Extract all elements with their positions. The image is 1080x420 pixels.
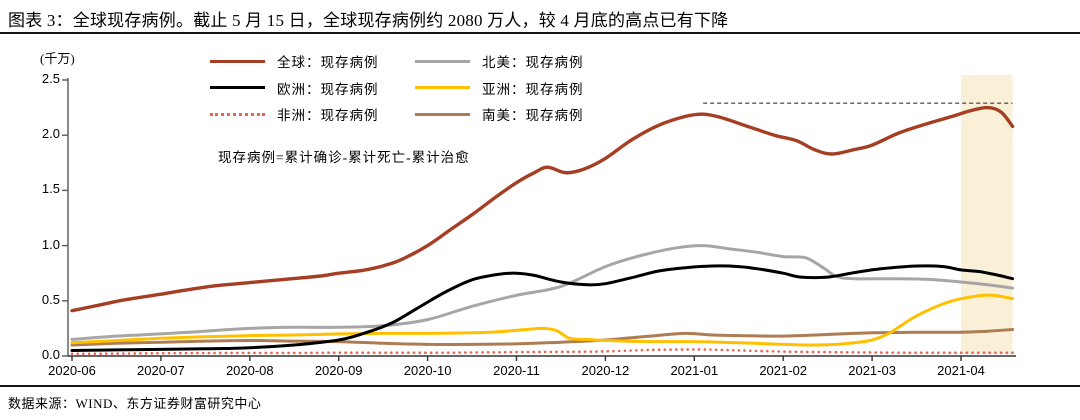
data-source: 数据来源：WIND、东方证券财富研究中心 — [8, 396, 262, 411]
series-line — [70, 348, 1014, 356]
y-tick-label: 1.0 — [41, 236, 60, 252]
chart-annotation: 现存病例=累计确诊-累计死亡-累计治愈 — [218, 150, 470, 165]
legend-label: 欧洲：现存病例 — [277, 81, 379, 97]
x-tick-label: 2020-10 — [403, 363, 452, 378]
y-tick-label: 2.0 — [41, 126, 60, 142]
legend-line-swatch — [415, 86, 470, 89]
footer-divider — [0, 385, 1080, 387]
legend-line-swatch — [415, 112, 470, 116]
legend-line-swatch — [210, 59, 265, 63]
x-tick-label: 2020-09 — [314, 363, 363, 378]
legend-line-swatch — [210, 112, 265, 116]
series-line — [70, 293, 1015, 347]
y-tick-label: 0.5 — [41, 291, 60, 307]
x-tick-label: 2021-04 — [937, 363, 985, 378]
x-tick-label: 2021-02 — [759, 363, 808, 378]
legend-label: 全球：现存病例 — [277, 55, 379, 70]
series-line — [70, 244, 1015, 341]
x-tick-label: 2020-07 — [137, 363, 185, 378]
legend-line-swatch — [415, 59, 470, 63]
legend-label: 北美：现存病例 — [482, 55, 584, 70]
y-tick-label: 2.5 — [41, 71, 60, 86]
legend-item: 南美：现存病例 — [415, 105, 584, 123]
legend-item: 欧洲：现存病例 — [210, 79, 379, 97]
legend-line-swatch — [210, 86, 265, 89]
legend-label: 非洲：现存病例 — [277, 108, 379, 123]
figure-title: 图表 3：全球现存病例。截止 5 月 15 日，全球现存病例约 2080 万人，… — [8, 11, 729, 30]
x-tick-label: 2020-11 — [493, 363, 540, 378]
legend-item: 亚洲：现存病例 — [415, 79, 584, 97]
legend-item: 非洲：现存病例 — [210, 105, 379, 123]
x-tick-label: 2020-06 — [48, 363, 96, 378]
x-tick-label: 2021-01 — [670, 363, 719, 378]
x-tick-label: 2020-12 — [581, 363, 630, 378]
legend-label: 南美：现存病例 — [482, 108, 584, 123]
x-tick-label: 2020-08 — [225, 363, 274, 378]
y-tick-label: 0.0 — [41, 347, 60, 362]
legend-item: 全球：现存病例 — [210, 52, 379, 70]
legend-label: 亚洲：现存病例 — [482, 81, 584, 97]
series-line — [70, 264, 1015, 352]
series-line — [70, 105, 1015, 313]
highlight-band — [961, 75, 1013, 354]
legend-item: 北美：现存病例 — [415, 52, 584, 70]
y-axis-unit-label: (千万) — [40, 51, 75, 66]
x-tick-label: 2021-03 — [848, 363, 896, 378]
title-divider — [0, 32, 1080, 34]
series-line — [70, 328, 1015, 347]
y-tick-label: 1.5 — [41, 181, 60, 197]
